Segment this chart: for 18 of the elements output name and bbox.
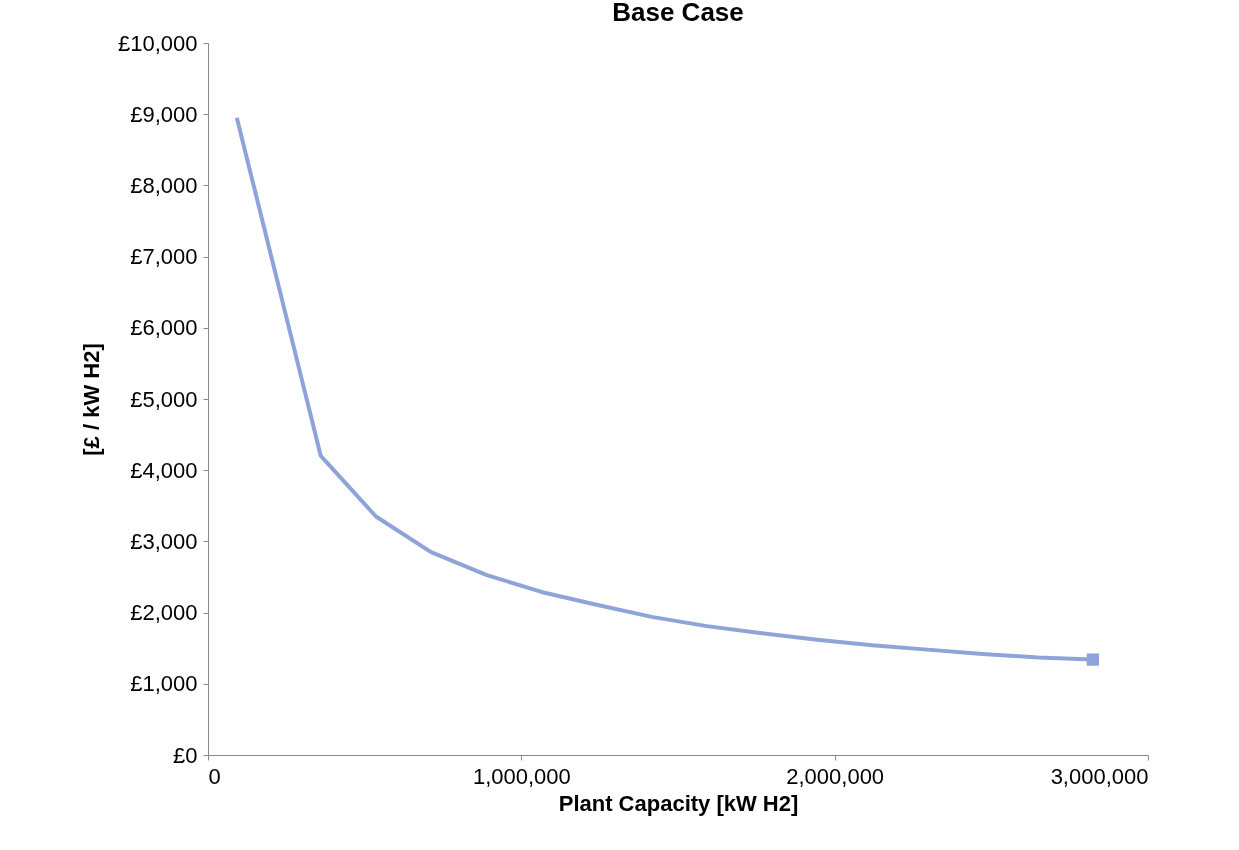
x-tick-label: 0 bbox=[208, 763, 221, 789]
x-tick-label: 3,000,000 bbox=[1050, 763, 1149, 789]
y-tick-label: £0 bbox=[173, 742, 198, 768]
x-axis-title: Plant Capacity [kW H2] bbox=[558, 790, 799, 816]
chart-title: Base Case bbox=[612, 0, 744, 27]
x-tick-label: 2,000,000 bbox=[786, 763, 885, 789]
y-axis-title: [£ / kW H2] bbox=[78, 343, 104, 456]
y-tick-label: £1,000 bbox=[130, 671, 198, 697]
y-tick-label: £6,000 bbox=[130, 315, 198, 341]
x-tick-label: 1,000,000 bbox=[472, 763, 571, 789]
y-tick-label: £9,000 bbox=[130, 101, 198, 127]
y-tick-label: £3,000 bbox=[130, 528, 198, 554]
y-tick-label: £7,000 bbox=[130, 244, 198, 270]
y-tick-label: £8,000 bbox=[130, 172, 198, 198]
y-tick-label: £10,000 bbox=[117, 30, 198, 56]
y-tick-label: £4,000 bbox=[130, 457, 198, 483]
y-tick-label: £2,000 bbox=[130, 600, 198, 626]
y-tick-label: £5,000 bbox=[130, 386, 198, 412]
